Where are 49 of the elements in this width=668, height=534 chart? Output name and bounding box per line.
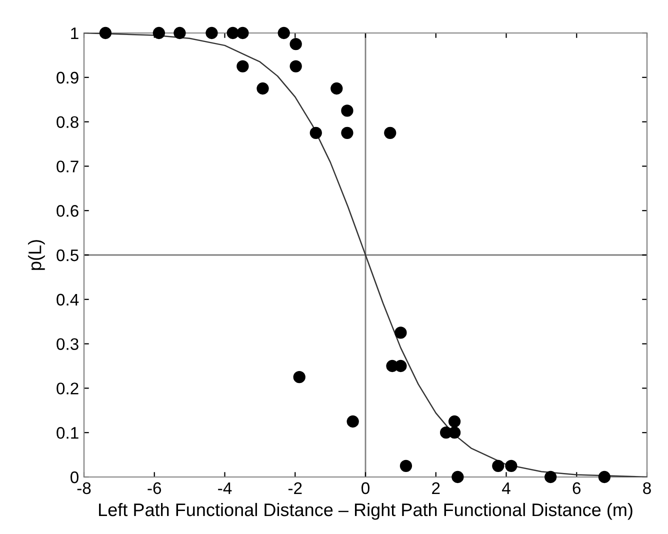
y-tick-label: 0.1: [56, 427, 78, 439]
point: [152, 26, 166, 40]
x-tick-label: 4: [502, 482, 510, 494]
point: [452, 470, 464, 484]
point: [346, 415, 359, 428]
point: [505, 460, 518, 472]
point: [598, 470, 610, 484]
y-tick-label: 0.9: [56, 72, 78, 84]
point: [226, 26, 239, 40]
point: [278, 26, 290, 40]
point: [99, 26, 112, 40]
point: [293, 371, 306, 384]
x-axis-title: Left Path Functional Distance – Right Path Functional Distance (m): [99, 502, 632, 520]
point: [206, 26, 218, 40]
point: [341, 126, 354, 139]
point: [544, 470, 557, 484]
y-axis-title: p(L): [28, 240, 45, 270]
point: [236, 60, 249, 72]
x-tick-label: -6: [148, 482, 162, 494]
point: [400, 460, 412, 472]
y-tick-label: 1: [71, 28, 78, 40]
point: [174, 26, 186, 40]
x-tick-label: 2: [432, 482, 440, 494]
point: [492, 460, 504, 472]
point: [310, 126, 322, 139]
point: [290, 38, 302, 50]
x-tick-label: 6: [572, 482, 581, 494]
point: [236, 26, 249, 40]
x-tick-label: -8: [77, 482, 91, 494]
x-tick-label: 8: [643, 482, 651, 494]
point: [384, 126, 396, 139]
point: [330, 82, 343, 95]
x-tick-label: -2: [288, 482, 302, 494]
y-tick-label: 0.4: [56, 294, 79, 306]
y-tick-label: 0: [70, 471, 78, 484]
x-tick-label: -4: [218, 482, 232, 494]
point: [256, 82, 269, 95]
point: [448, 415, 461, 428]
point: [290, 60, 302, 72]
y-tick-label: 0.5: [56, 249, 78, 262]
point: [394, 360, 407, 372]
point: [341, 104, 354, 117]
y-tick-label: 0.7: [56, 160, 78, 172]
y-tick-label: 0.3: [56, 338, 78, 350]
x-tick-label: 0: [362, 482, 370, 494]
y-tick-label: 0.6: [56, 205, 78, 217]
y-tick-label: 0.2: [56, 382, 78, 394]
y-tick-label: 0.8: [56, 116, 78, 128]
point: [394, 326, 407, 339]
